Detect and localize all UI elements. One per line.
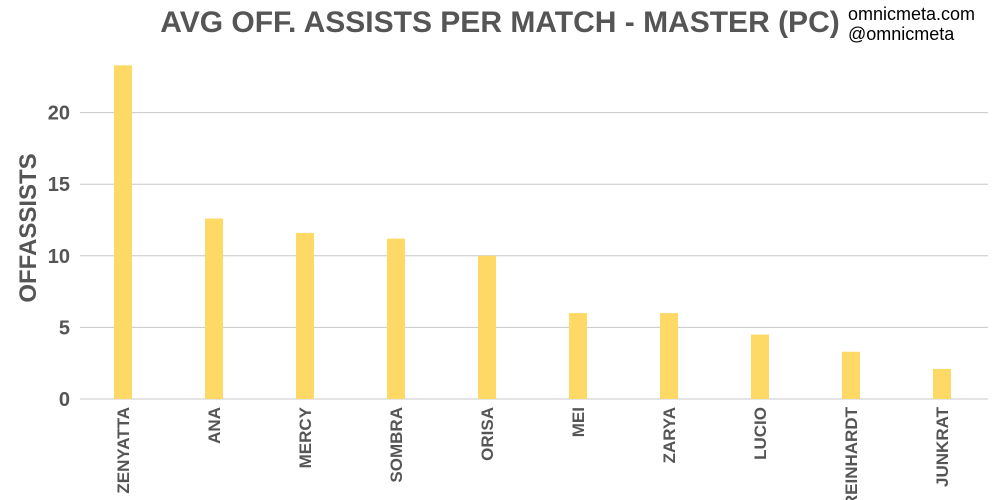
gridlines: [80, 112, 988, 400]
category-label-ana: ANA: [205, 407, 224, 444]
y-tick-label: 0: [59, 389, 70, 411]
category-label-zenyatta: ZENYATTA: [114, 407, 133, 494]
bar-ana: [205, 218, 223, 399]
bar-junkrat: [933, 368, 951, 399]
category-label-mercy: MERCY: [296, 406, 315, 468]
credit-handle: @omnicmeta: [848, 24, 955, 44]
bar-lucio: [751, 334, 769, 399]
bars: [114, 65, 951, 400]
y-axis-label: OFFASSISTS: [15, 153, 42, 302]
chart-title: AVG OFF. ASSISTS PER MATCH - MASTER (PC): [160, 6, 839, 39]
y-tick-label: 15: [48, 174, 70, 196]
category-label-mei: MEI: [569, 407, 588, 437]
bar-zarya: [660, 313, 678, 399]
bar-mei: [569, 313, 587, 399]
credit-site: omnicmeta.com: [848, 4, 975, 24]
bar-orisa: [478, 255, 496, 399]
y-tick-label: 20: [48, 103, 70, 125]
bar-mercy: [296, 232, 314, 399]
category-label-lucio: LUCIO: [751, 407, 770, 460]
category-label-reinhardt: REINHARDT: [842, 406, 861, 500]
bar-zenyatta: [114, 65, 132, 400]
category-label-orisa: ORISA: [478, 407, 497, 461]
category-label-zarya: ZARYA: [660, 407, 679, 463]
bar-reinhardt: [842, 351, 860, 399]
category-label-sombra: SOMBRA: [387, 407, 406, 483]
y-tick-label: 5: [59, 317, 70, 339]
y-tick-label: 10: [48, 246, 70, 268]
y-tick-labels: 0 5 10 15 20: [48, 103, 70, 411]
bar-sombra: [387, 238, 405, 399]
category-labels: ZENYATTA ANA MERCY SOMBRA ORISA MEI ZARYA LUCIO…: [114, 406, 952, 500]
category-label-junkrat: JUNKRAT: [933, 406, 952, 487]
